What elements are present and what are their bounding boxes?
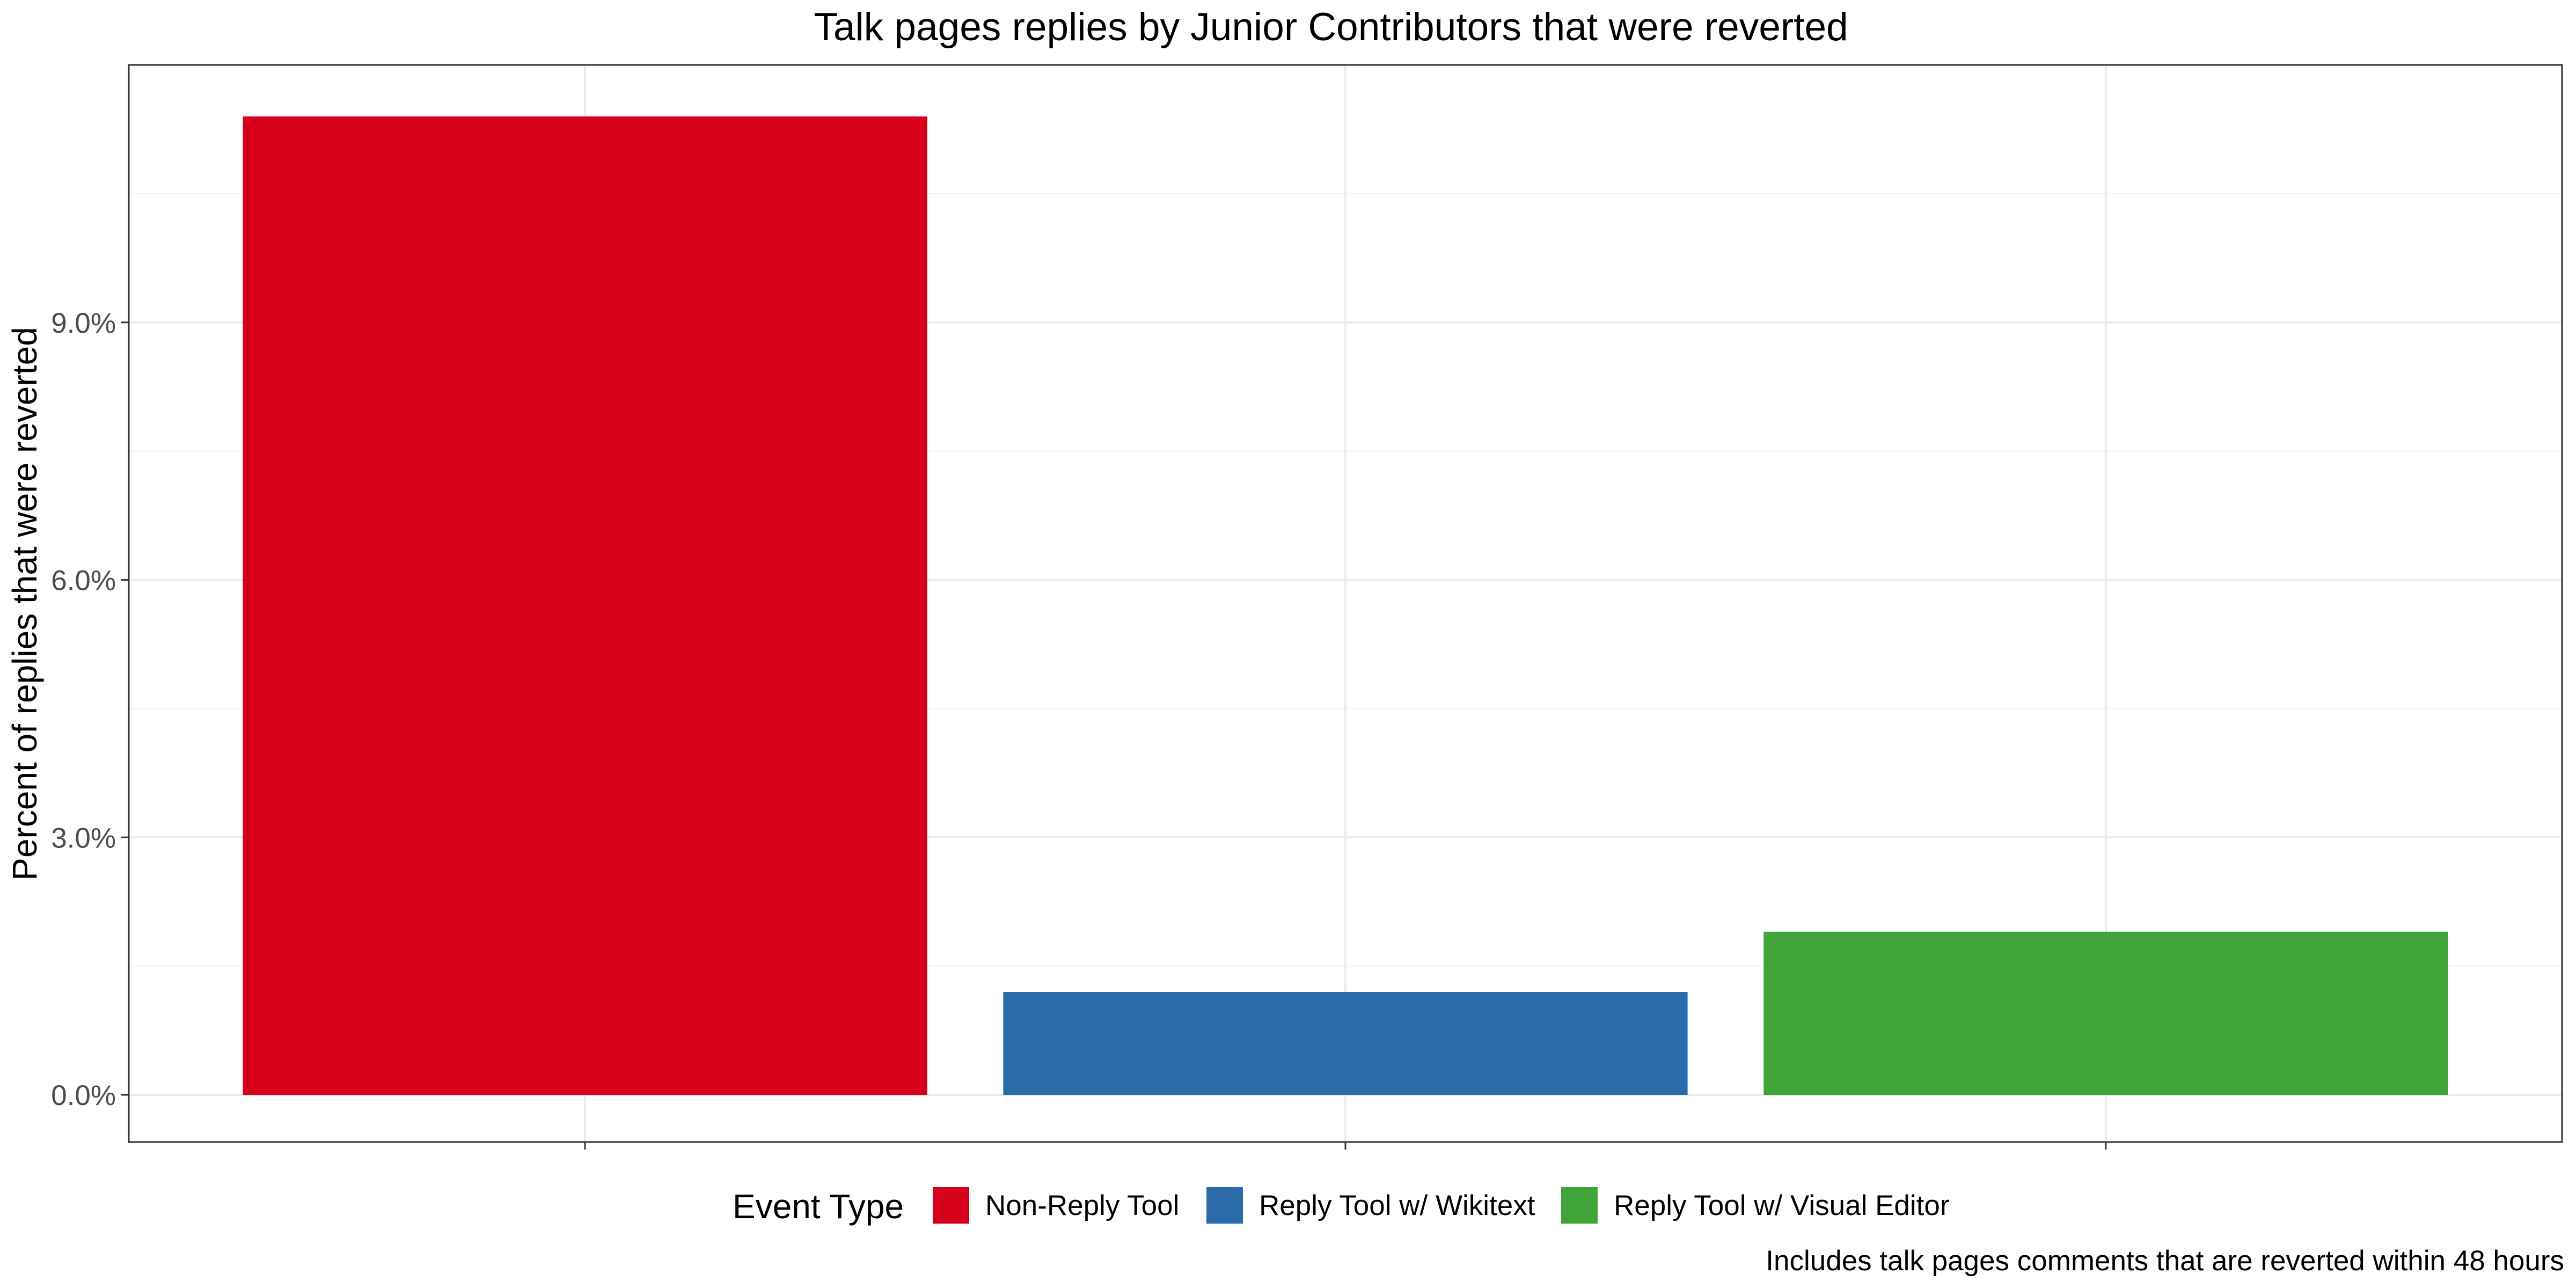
legend-key xyxy=(1206,1187,1243,1224)
legend-label: Reply Tool w/ Wikitext xyxy=(1259,1190,1535,1221)
legend-key xyxy=(933,1187,969,1224)
legend-label: Non-Reply Tool xyxy=(985,1190,1179,1221)
chart-caption: Includes talk pages comments that are re… xyxy=(1766,1245,2564,1277)
bar xyxy=(243,116,927,1095)
legend-items: Non-Reply Tool Reply Tool w/ Wikitext Repl… xyxy=(933,1187,1950,1224)
bar xyxy=(1003,992,1688,1095)
axis-layer: 0.0% 3.0% 6.0% 9.0% xyxy=(51,308,2107,1150)
legend: Event Type Non-Reply Tool Reply Tool w/ W… xyxy=(733,1187,1950,1226)
y-tick-label: 0.0% xyxy=(51,1080,116,1111)
legend-key xyxy=(1561,1187,1598,1224)
y-tick-label: 9.0% xyxy=(51,308,116,339)
chart-title: Talk pages replies by Junior Contributor… xyxy=(814,5,1848,49)
legend-title: Event Type xyxy=(733,1187,904,1226)
legend-label: Reply Tool w/ Visual Editor xyxy=(1614,1190,1950,1221)
bar xyxy=(1763,932,2448,1095)
y-tick-label: 3.0% xyxy=(51,822,116,854)
y-tick-label: 6.0% xyxy=(51,565,116,597)
bar-layer xyxy=(243,116,2448,1095)
y-axis-label: Percent of replies that were reverted xyxy=(5,327,44,881)
